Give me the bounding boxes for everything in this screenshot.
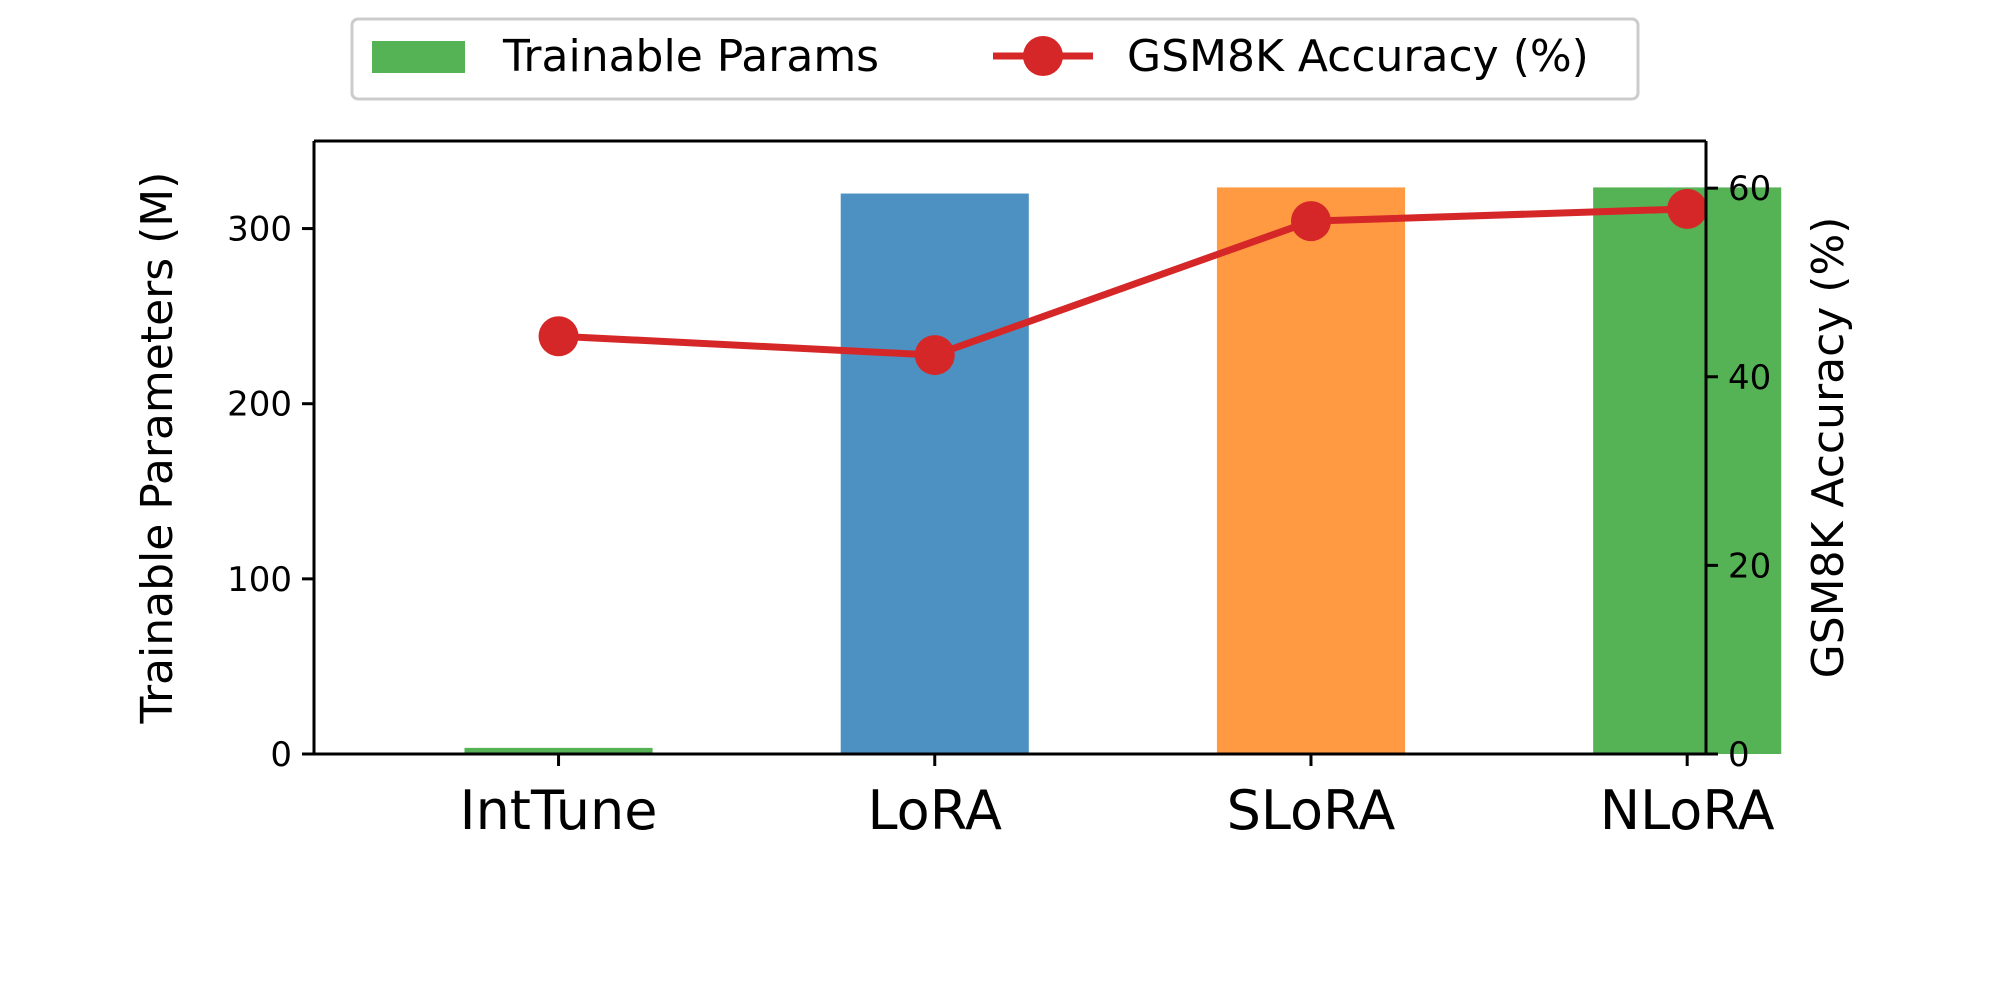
accuracy-point-slora bbox=[1290, 201, 1331, 242]
line-layer bbox=[538, 188, 1708, 376]
legend-swatch-trainable-params bbox=[372, 41, 465, 73]
legend-label-gsm8k: GSM8K Accuracy (%) bbox=[1127, 31, 1589, 82]
legend-label-trainable-params: Trainable Params bbox=[502, 31, 879, 82]
bar-nlora bbox=[1593, 187, 1782, 755]
legend-swatch-gsm8k-marker bbox=[1023, 36, 1063, 76]
y-tick-label-left-300: 300 bbox=[227, 210, 292, 250]
accuracy-point-nlora bbox=[1667, 188, 1708, 229]
bar-lora bbox=[840, 193, 1029, 755]
y-axis-title-left: Trainable Parameters (M) bbox=[132, 172, 183, 725]
y-tick-label-left-0: 0 bbox=[270, 735, 292, 775]
y-axis-title-right: GSM8K Accuracy (%) bbox=[1803, 217, 1854, 679]
x-tick-label-nlora: NLoRA bbox=[1600, 779, 1775, 842]
legend: Trainable Params GSM8K Accuracy (%) bbox=[350, 17, 1640, 101]
y-tick-label-left-200: 200 bbox=[227, 385, 292, 425]
accuracy-line bbox=[558, 205, 1688, 359]
bar-inttune bbox=[464, 747, 653, 754]
y-tick-label-left-100: 100 bbox=[227, 560, 292, 600]
y-tick-label-right-60: 60 bbox=[1728, 169, 1771, 209]
bars-layer bbox=[464, 187, 1782, 755]
y-tick-label-right-0: 0 bbox=[1728, 735, 1750, 775]
axes-layer: 0 100 200 300 0 20 40 60 IntTune LoRA SLoRA NLoRA bbox=[227, 139, 1775, 842]
x-tick-label-slora: SLoRA bbox=[1227, 779, 1396, 842]
bar-slora bbox=[1216, 187, 1406, 755]
y-tick-label-right-20: 20 bbox=[1728, 546, 1771, 586]
accuracy-point-inttune bbox=[538, 316, 579, 357]
x-tick-label-lora: LoRA bbox=[868, 779, 1003, 842]
accuracy-point-lora bbox=[914, 335, 955, 376]
x-tick-label-inttune: IntTune bbox=[460, 779, 658, 842]
y-tick-label-right-40: 40 bbox=[1728, 358, 1771, 398]
